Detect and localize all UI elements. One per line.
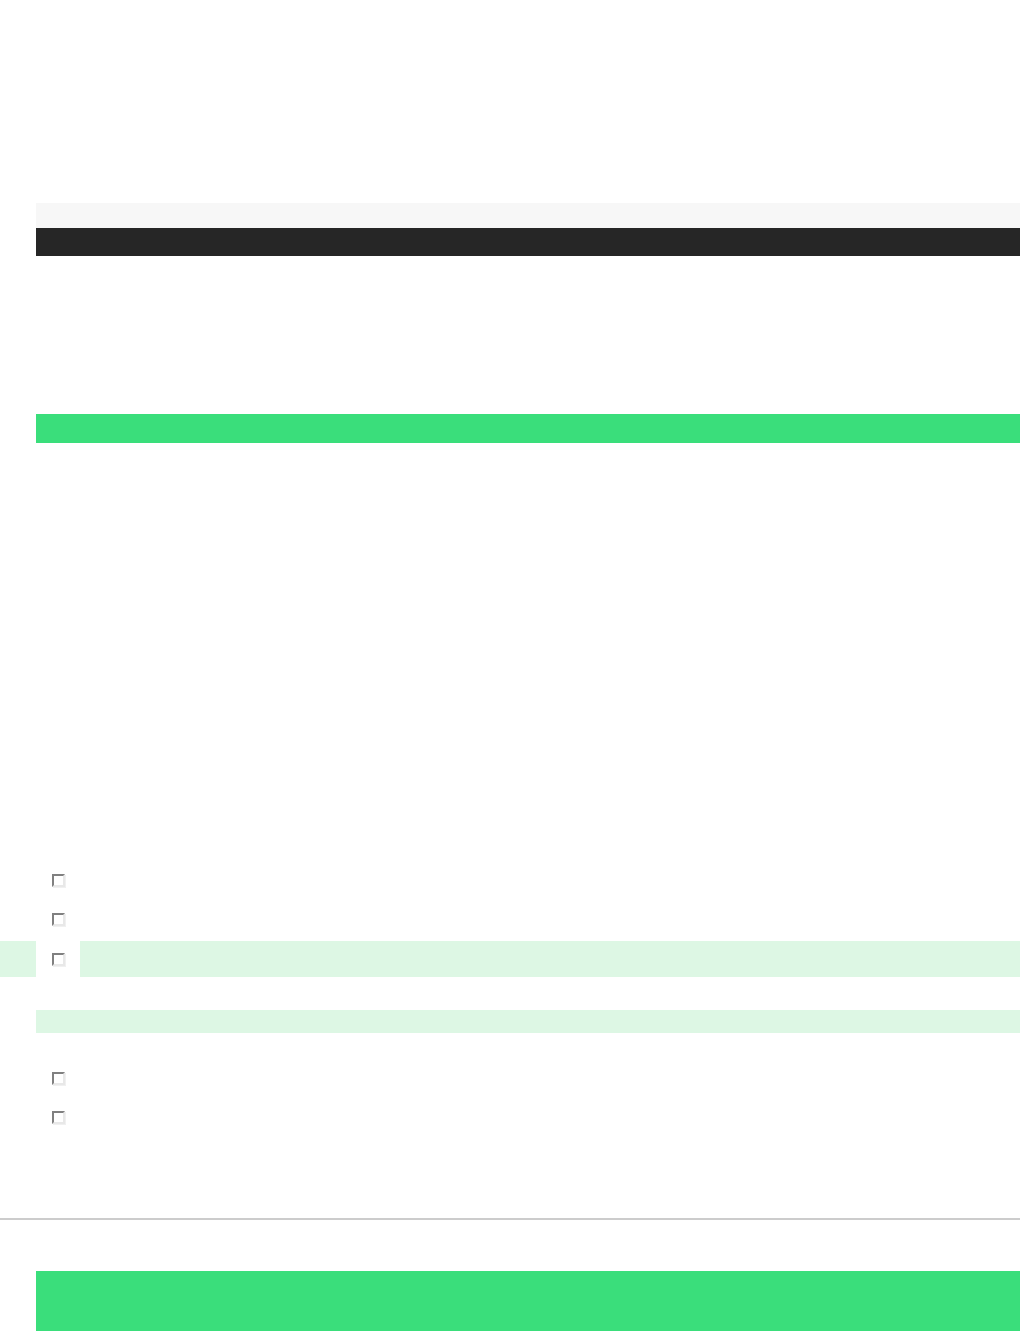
- checkbox-cell[interactable]: [36, 901, 80, 937]
- secondary-band: [36, 1010, 1020, 1033]
- row-checkbox[interactable]: [51, 912, 65, 926]
- list-item[interactable]: [0, 901, 1020, 937]
- checkbox-cell[interactable]: [36, 941, 80, 977]
- primary-banner[interactable]: [36, 414, 1020, 443]
- footer-cta-block[interactable]: [36, 1271, 1020, 1331]
- checkbox-cell[interactable]: [36, 1099, 80, 1135]
- section-divider: [0, 1218, 1020, 1220]
- row-checkbox[interactable]: [51, 952, 65, 966]
- list-item[interactable]: [0, 1099, 1020, 1135]
- checkbox-cell[interactable]: [36, 1060, 80, 1096]
- list-item[interactable]: [0, 1060, 1020, 1096]
- header-bar: [36, 228, 1020, 256]
- checkbox-cell[interactable]: [36, 862, 80, 898]
- row-checkbox[interactable]: [51, 1110, 65, 1124]
- row-checkbox[interactable]: [51, 873, 65, 887]
- list-item-selected[interactable]: [0, 941, 1020, 977]
- list-item[interactable]: [0, 862, 1020, 898]
- toolbar-strip[interactable]: [36, 203, 1020, 228]
- row-checkbox[interactable]: [51, 1071, 65, 1085]
